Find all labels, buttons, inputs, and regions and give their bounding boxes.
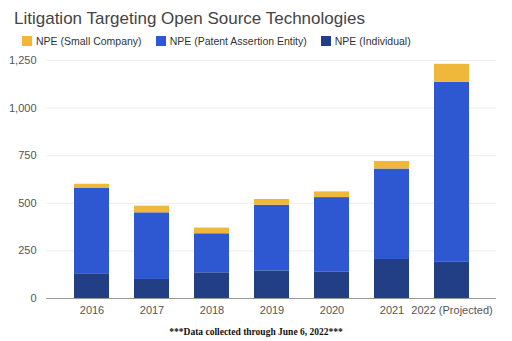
- html-text:NPE (Individual): NPE (Individual): [334, 35, 411, 47]
- svg-text:2017: 2017: [140, 304, 164, 316]
- html-text:NPE (Patent Assertion Entity): NPE (Patent Assertion Entity): [169, 35, 307, 47]
- svg-text:0: 0: [30, 292, 36, 304]
- html-text:***Data collected through June: ***Data collected through June 6, 2022**…: [169, 327, 343, 337]
- svg-text:2021: 2021: [380, 304, 404, 316]
- svg-text:2016: 2016: [80, 304, 104, 316]
- svg-text:1,250: 1,250: [9, 54, 37, 66]
- html-text:Litigation Targeting Open Sour: Litigation Targeting Open Source Technol…: [14, 9, 365, 28]
- svg-text:2019: 2019: [260, 304, 284, 316]
- svg-text:250: 250: [18, 244, 36, 256]
- html-text:NPE (Small Company): NPE (Small Company): [36, 35, 142, 47]
- svg-text:1,000: 1,000: [9, 102, 37, 114]
- svg-text:750: 750: [18, 149, 36, 161]
- svg-text:2020: 2020: [320, 304, 344, 316]
- svg-text:2022 (Projected): 2022 (Projected): [411, 304, 492, 316]
- svg-text:500: 500: [18, 197, 36, 209]
- svg-text:2018: 2018: [200, 304, 224, 316]
